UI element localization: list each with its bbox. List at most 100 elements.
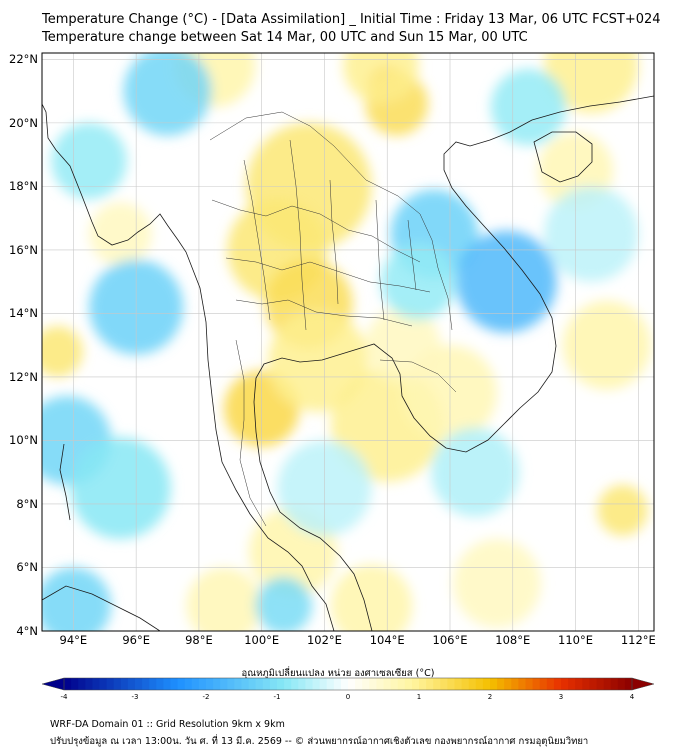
colorbar-cell xyxy=(64,678,72,690)
colorbar-cell xyxy=(419,678,427,690)
colorbar-cell xyxy=(348,678,356,690)
cooling-area xyxy=(490,68,567,146)
cooling-area xyxy=(431,427,520,517)
latitude-tick-label: 4°N xyxy=(16,624,38,638)
graticule xyxy=(42,53,654,631)
colorbar-cell xyxy=(106,678,115,690)
colorbar-cell xyxy=(248,678,257,690)
colorbar-cell xyxy=(497,678,505,690)
colorbar-cell xyxy=(610,678,619,690)
colorbar-cell xyxy=(433,678,441,690)
colorbar-cell xyxy=(426,678,434,690)
colorbar-cell xyxy=(390,678,399,690)
province-border xyxy=(211,199,421,263)
colorbar-cell xyxy=(561,678,569,690)
warming-area xyxy=(365,307,441,384)
longitude-tick-label: 100°E xyxy=(244,633,280,647)
colorbar-cell xyxy=(518,678,526,690)
colorbar-tick-label: -3 xyxy=(131,693,139,701)
colorbar-cell xyxy=(206,678,214,690)
colorbar-cell xyxy=(411,678,420,690)
sumatra-coastline xyxy=(42,585,161,631)
warming-area xyxy=(544,53,639,114)
colorbar-tick-label: 2 xyxy=(487,693,493,701)
colorbar-cell xyxy=(355,678,363,690)
colorbar-cell xyxy=(582,678,590,690)
footer-model-info: WRF-DA Domain 01 :: Grid Resolution 9km … xyxy=(50,719,285,730)
colorbar-cell xyxy=(255,678,264,690)
colorbar-cell xyxy=(553,678,562,690)
colorbar-cell xyxy=(454,678,462,690)
colorbar-cell xyxy=(539,678,548,690)
colorbar-cell xyxy=(589,678,597,690)
colorbar-cell xyxy=(397,678,406,690)
latitude-tick-label: 18°N xyxy=(9,179,38,194)
colorbar-cell xyxy=(319,678,328,690)
warming-area xyxy=(42,326,83,377)
temperature-field xyxy=(42,53,651,631)
longitude-tick-label: 112°E xyxy=(620,633,656,647)
longitude-tick-label: 96°E xyxy=(122,633,150,647)
colorbar-cell xyxy=(596,678,604,690)
colorbar-cell xyxy=(220,678,228,690)
colorbar-cell xyxy=(113,678,122,690)
longitude-tick-label: 98°E xyxy=(185,633,213,647)
colorbar-cell xyxy=(624,678,633,690)
cooling-area xyxy=(51,122,127,200)
colorbar-cell xyxy=(461,678,470,690)
province-border xyxy=(375,199,385,321)
colorbar-cell xyxy=(170,678,178,690)
latitude-tick-label: 10°N xyxy=(9,433,38,448)
latitude-tick-label: 14°N xyxy=(9,306,38,321)
warming-area xyxy=(330,564,413,631)
colorbar-cell xyxy=(504,678,512,690)
colorbar-cell xyxy=(617,678,626,690)
warming-area xyxy=(453,538,542,628)
colorbar-tick-label: -4 xyxy=(60,693,68,701)
colorbar-cell xyxy=(404,678,413,690)
province-border xyxy=(235,299,413,327)
warming-area xyxy=(562,300,651,390)
colorbar-cell xyxy=(376,678,384,690)
gulf-coastline xyxy=(253,95,654,631)
province-borders xyxy=(209,111,457,527)
colorbar-cell xyxy=(234,678,242,690)
warming-area xyxy=(186,567,262,631)
colorbar-cell xyxy=(92,678,100,690)
colorbar-cell xyxy=(269,678,278,690)
longitude-tick-label: 106°E xyxy=(432,633,468,647)
colorbar-cell xyxy=(262,678,271,690)
colorbar-cell xyxy=(362,678,370,690)
colorbar-tick-label: -2 xyxy=(202,693,210,701)
colorbar-cell xyxy=(532,678,541,690)
cooling-area xyxy=(456,230,557,333)
colorbar-cell xyxy=(142,678,150,690)
warming-area xyxy=(267,310,369,412)
colorbar-cell xyxy=(333,678,342,690)
colorbar-cell xyxy=(99,678,107,690)
province-border xyxy=(243,159,271,321)
coastlines xyxy=(42,95,654,631)
colorbar-cell xyxy=(447,678,455,690)
cooling-area xyxy=(544,186,639,282)
temperature-change-map xyxy=(41,52,655,632)
colorbar-cell xyxy=(575,678,583,690)
cooling-area xyxy=(42,567,112,631)
colorbar-cell xyxy=(511,678,519,690)
colorbar-cell xyxy=(482,678,491,690)
colorbar-cell xyxy=(177,678,186,690)
colorbar-cell xyxy=(440,678,448,690)
colorbar-cell xyxy=(291,678,299,690)
colorbar-tick-label: -1 xyxy=(273,693,281,701)
province-border xyxy=(407,219,417,291)
colorbar-cell xyxy=(340,678,349,690)
colorbar-tick-label: 0 xyxy=(345,693,351,701)
colorbar-cell xyxy=(198,678,207,690)
colorbar-cell xyxy=(149,678,157,690)
province-border xyxy=(289,139,307,331)
province-border xyxy=(235,339,267,527)
colorbar-cell xyxy=(71,678,79,690)
colorbar-cell xyxy=(78,678,86,690)
colorbar-tick-label: 4 xyxy=(629,693,635,701)
colorbar-tick-label: 3 xyxy=(558,693,564,701)
